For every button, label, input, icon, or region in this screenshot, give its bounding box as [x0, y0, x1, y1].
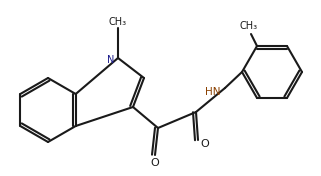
Text: CH₃: CH₃ [240, 21, 258, 31]
Text: N: N [107, 55, 115, 65]
Text: CH₃: CH₃ [109, 17, 127, 27]
Text: O: O [201, 139, 209, 149]
Text: O: O [151, 158, 159, 168]
Text: HN: HN [205, 87, 220, 97]
